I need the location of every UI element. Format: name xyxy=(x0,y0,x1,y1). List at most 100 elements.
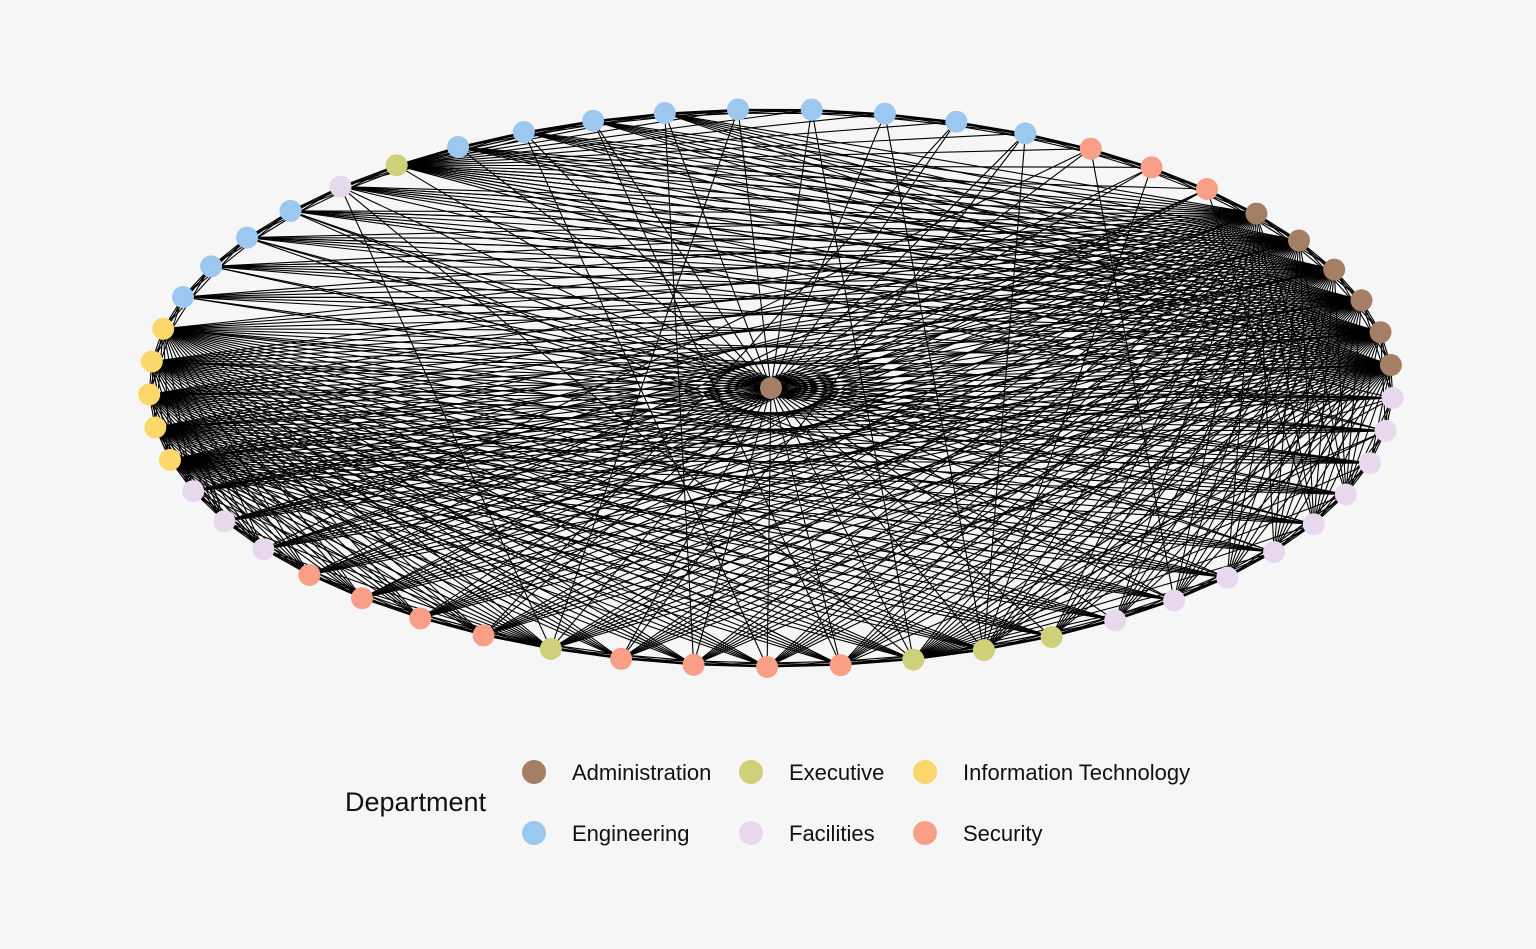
node-engineering xyxy=(236,226,259,249)
node-facilities xyxy=(1163,589,1186,612)
node-facilities xyxy=(1374,419,1397,442)
spoke-edge xyxy=(770,188,1208,389)
spoke-edge xyxy=(263,387,772,550)
hub-edge xyxy=(169,459,484,636)
hub-edge xyxy=(155,426,985,651)
spoke-edge xyxy=(340,186,772,389)
hub-edge xyxy=(148,394,363,599)
legend-label: Information Technology xyxy=(963,760,1191,785)
hub-edge xyxy=(247,237,1391,366)
hub-edge xyxy=(151,360,841,666)
node-security xyxy=(351,587,373,610)
node-facilities xyxy=(1359,452,1381,475)
cross-edge xyxy=(169,459,1052,638)
hub-edge xyxy=(149,393,914,661)
hub-edge xyxy=(664,112,1257,215)
perimeter-edge xyxy=(162,237,248,330)
cross-edge xyxy=(1206,188,1315,525)
cross-edge xyxy=(523,131,768,668)
spoke-edge xyxy=(620,387,772,660)
node-administration xyxy=(1369,321,1392,344)
spoke-edge xyxy=(770,133,1026,389)
hub-edge xyxy=(155,427,552,650)
cross-edge xyxy=(550,109,739,650)
spoke-edge xyxy=(770,387,1175,601)
node-executive xyxy=(385,154,408,177)
spoke-edge xyxy=(766,387,772,668)
hub-edge xyxy=(148,394,194,492)
legend-label: Administration xyxy=(572,760,712,785)
node-security xyxy=(409,607,432,630)
node-security xyxy=(1079,137,1102,160)
node-executive xyxy=(972,639,995,662)
node-security xyxy=(682,653,705,676)
node-engineering xyxy=(945,110,968,133)
node-security xyxy=(756,656,779,678)
hub-edge xyxy=(169,459,363,599)
hub-edge xyxy=(290,210,1257,215)
hub-edge xyxy=(913,523,1314,661)
cross-edge xyxy=(340,186,1300,242)
hub-edge xyxy=(664,112,1335,271)
spoke-edge xyxy=(770,387,1314,525)
node-information-technology xyxy=(159,448,181,471)
node-facilities xyxy=(182,480,205,503)
spoke-edge xyxy=(770,387,842,666)
hub-edge xyxy=(155,426,841,666)
node-administration xyxy=(1350,289,1373,312)
spoke-edge xyxy=(155,387,772,429)
spoke-edge xyxy=(770,109,813,389)
hub-edge xyxy=(151,361,552,650)
node-executive xyxy=(1040,626,1063,648)
perimeter-edge xyxy=(210,186,341,267)
hub-edge xyxy=(155,426,694,666)
spoke-edge xyxy=(770,148,1092,389)
hub-edge xyxy=(1226,240,1300,578)
hub-edge xyxy=(169,459,914,661)
spoke-edge xyxy=(309,387,772,576)
node-engineering xyxy=(512,121,535,143)
hub-edge xyxy=(151,361,171,461)
hub-edge xyxy=(151,361,421,619)
hub-edge xyxy=(162,328,914,661)
legend-label: Security xyxy=(963,821,1043,846)
hub-edge xyxy=(162,328,363,599)
legend-swatch-information-technology xyxy=(913,760,937,784)
node-center-administration xyxy=(760,377,782,399)
spoke-edge xyxy=(483,387,772,636)
hub-edge xyxy=(913,397,1393,661)
hub-edge xyxy=(309,364,1392,576)
edge-layer xyxy=(148,108,1394,668)
hub-edge xyxy=(162,328,264,550)
spoke-edge xyxy=(770,387,985,651)
node-engineering xyxy=(582,109,605,132)
hub-edge xyxy=(620,331,1381,660)
hub-edge xyxy=(1114,364,1392,621)
spoke-edge xyxy=(592,120,772,389)
hub-edge xyxy=(149,213,1257,396)
hub-edge xyxy=(162,328,194,492)
hub-edge xyxy=(592,120,1392,366)
hub-edge xyxy=(523,131,1335,271)
hub-edge xyxy=(169,459,622,660)
spoke-edge xyxy=(182,296,772,389)
spoke-edge xyxy=(163,328,772,389)
node-layer xyxy=(138,98,1404,678)
spoke-edge xyxy=(770,364,1391,389)
legend-swatch-engineering xyxy=(522,821,546,845)
hub-edge xyxy=(163,328,1052,638)
hub-edge xyxy=(913,462,1371,661)
spoke-edge xyxy=(770,269,1335,389)
perimeter-edge xyxy=(1025,132,1208,190)
hub-edge xyxy=(1226,364,1392,578)
hub-edge xyxy=(163,328,1175,602)
hub-edge xyxy=(151,360,1116,621)
node-engineering xyxy=(653,102,676,125)
hub-edge xyxy=(1173,269,1335,601)
node-security xyxy=(610,647,633,670)
perimeter-edge xyxy=(151,266,212,362)
cross-edge xyxy=(340,186,1362,301)
spoke-edge xyxy=(457,146,772,389)
node-facilities xyxy=(1334,483,1357,506)
spoke-edge xyxy=(770,387,1228,579)
